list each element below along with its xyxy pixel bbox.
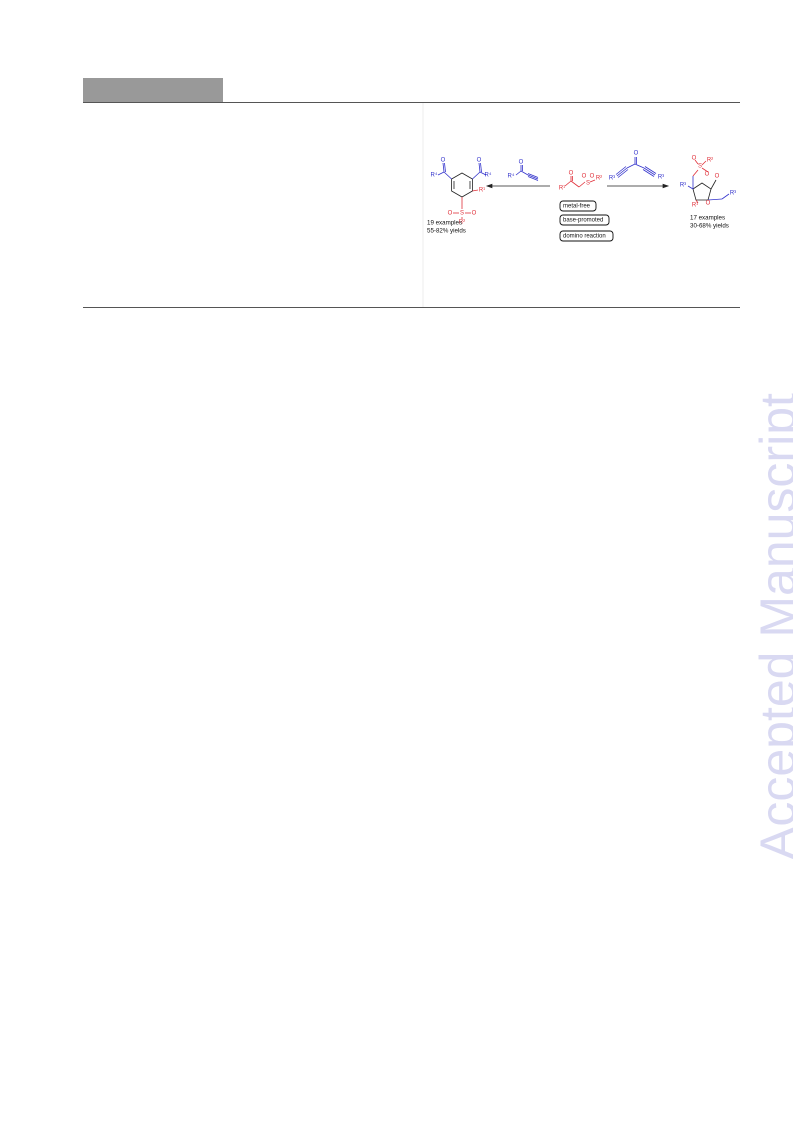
left-arrow [485,183,550,189]
atom-label: O [441,158,446,164]
atom-label: O [705,172,710,178]
atom-label: R⁴ [431,172,438,179]
yield-range: 30-68% yields [690,223,729,230]
atom-label: R⁴ [508,173,515,180]
left-reagent-bonds [515,165,539,181]
atom-label: R² [707,158,713,164]
atom-label: R⁴ [485,172,492,179]
condition-label: domino reaction [563,234,606,240]
atom-label: S [698,164,702,170]
watermark: Accepted Manuscript [750,393,793,860]
atom-label: R² [459,220,465,226]
atom-label: O [477,158,482,164]
starting-material-bonds [564,176,596,188]
atom-label: O [448,211,453,217]
right-arrow [607,183,670,189]
atom-label: O [692,156,697,162]
right-reagent-bonds [615,157,657,178]
atom-label: O [519,160,524,166]
atom-label: O [634,151,639,157]
atom-label: R³ [609,176,615,182]
scope-count: 17 examples [690,215,725,222]
atom-label: R¹ [692,203,698,209]
atom-label: S [586,181,590,187]
yield-range: 55-82% yields [427,228,466,235]
atom-label: O [706,201,711,207]
atom-label: O [472,211,477,217]
atom-label: O [582,174,587,180]
condition-label: base-promoted [563,218,603,224]
atom-label: O [590,174,595,180]
atom-label: R² [596,176,602,182]
condition-label: metal-free [563,204,591,210]
atom-label: R¹ [479,188,485,194]
scope-count: 19 examples [427,220,462,227]
atom-label: R³ [658,175,664,181]
atom-label: R¹ [559,186,565,192]
condition-boxes [559,200,614,242]
atom-label: S [460,211,464,217]
left-product-bonds [437,162,487,219]
atom-label: R³ [730,191,736,197]
atom-label: R³ [680,183,686,189]
atom-label: O [715,174,720,180]
header-tab [83,78,223,102]
right-product-bonds [687,159,730,204]
atom-label: O [569,171,574,177]
